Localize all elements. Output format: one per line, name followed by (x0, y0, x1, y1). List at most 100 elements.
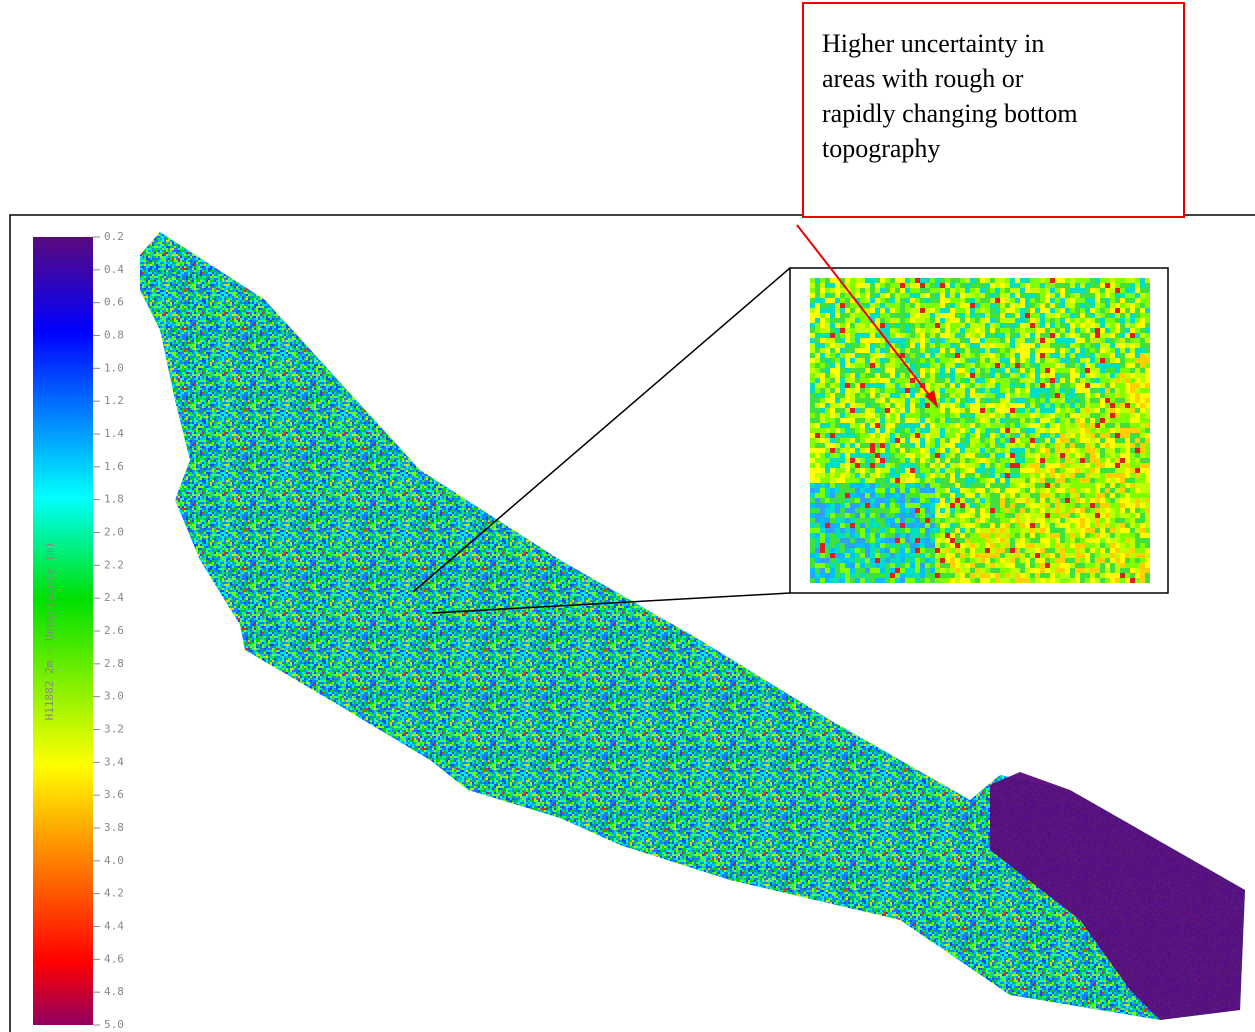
inset-cell (980, 368, 985, 373)
inset-cell (1075, 513, 1080, 518)
inset-cell (940, 398, 945, 403)
inset-cell (1040, 448, 1045, 453)
inset-cell (1135, 443, 1140, 448)
inset-cell (895, 548, 900, 553)
inset-cell (830, 508, 835, 513)
inset-cell (875, 288, 880, 293)
inset-cell (830, 538, 835, 543)
inset-cell (935, 393, 940, 398)
inset-cell (965, 473, 970, 478)
inset-cell (1015, 378, 1020, 383)
inset-cell (1060, 468, 1065, 473)
inset-cell (935, 278, 940, 283)
inset-cell (965, 563, 970, 568)
inset-cell (840, 568, 845, 573)
inset-cell (1060, 528, 1065, 533)
inset-cell (1070, 508, 1075, 513)
inset-cell (995, 518, 1000, 523)
inset-cell (1100, 468, 1105, 473)
inset-cell (875, 393, 880, 398)
inset-cell (830, 413, 835, 418)
inset-cell (1080, 518, 1085, 523)
inset-cell (995, 298, 1000, 303)
inset-cell (1020, 413, 1025, 418)
inset-cell (835, 388, 840, 393)
inset-cell (965, 288, 970, 293)
inset-cell (1130, 323, 1135, 328)
inset-cell (825, 478, 830, 483)
inset-cell (1075, 413, 1080, 418)
inset-cell (845, 453, 850, 458)
inset-cell (1095, 443, 1100, 448)
inset-cell (1015, 568, 1020, 573)
inset-cell (1000, 493, 1005, 498)
inset-cell (965, 313, 970, 318)
inset-cell (830, 478, 835, 483)
inset-cell (940, 308, 945, 313)
inset-cell (830, 333, 835, 338)
inset-cell (845, 338, 850, 343)
inset-cell (885, 398, 890, 403)
inset-cell (975, 553, 980, 558)
inset-cell (945, 513, 950, 518)
inset-cell (995, 498, 1000, 503)
inset-cell (825, 458, 830, 463)
inset-cell (1120, 278, 1125, 283)
inset-cell (1085, 543, 1090, 548)
inset-cell (965, 353, 970, 358)
inset-cell (1110, 393, 1115, 398)
inset-cell (920, 513, 925, 518)
inset-cell (835, 483, 840, 488)
inset-cell (1130, 408, 1135, 413)
inset-cell (835, 358, 840, 363)
inset-cell (1005, 458, 1010, 463)
inset-cell (830, 463, 835, 468)
inset-cell (1000, 293, 1005, 298)
inset-cell (1080, 548, 1085, 553)
inset-cell (875, 438, 880, 443)
inset-cell (910, 358, 915, 363)
inset-cell (880, 278, 885, 283)
inset-cell (1085, 453, 1090, 458)
inset-cell (1090, 548, 1095, 553)
inset-cell (1080, 383, 1085, 388)
inset-cell (915, 463, 920, 468)
inset-cell (885, 323, 890, 328)
inset-cell (985, 383, 990, 388)
inset-cell (870, 518, 875, 523)
inset-cell (815, 373, 820, 378)
inset-cell (1105, 468, 1110, 473)
inset-cell (1040, 483, 1045, 488)
inset-cell (1015, 293, 1020, 298)
inset-cell (815, 443, 820, 448)
inset-cell (885, 428, 890, 433)
inset-cell (815, 503, 820, 508)
inset-cell (1080, 448, 1085, 453)
inset-cell (1125, 558, 1130, 563)
inset-cell (1085, 503, 1090, 508)
inset-cell (865, 283, 870, 288)
inset-cell (845, 553, 850, 558)
inset-cell (845, 528, 850, 533)
inset-cell (840, 443, 845, 448)
inset-cell (1090, 328, 1095, 333)
inset-cell (1050, 358, 1055, 363)
inset-cell (860, 333, 865, 338)
inset-cell (1080, 328, 1085, 333)
inset-cell (1105, 493, 1110, 498)
inset-cell (855, 503, 860, 508)
inset-cell (820, 278, 825, 283)
inset-cell (1060, 313, 1065, 318)
inset-cell (1020, 438, 1025, 443)
inset-cell (1135, 483, 1140, 488)
inset-cell (900, 308, 905, 313)
inset-cell (945, 563, 950, 568)
inset-cell (1065, 533, 1070, 538)
inset-cell (965, 553, 970, 558)
inset-cell (950, 278, 955, 283)
inset-cell (1115, 443, 1120, 448)
inset-cell (815, 538, 820, 543)
inset-cell (985, 428, 990, 433)
inset-cell (835, 278, 840, 283)
inset-cell (975, 423, 980, 428)
